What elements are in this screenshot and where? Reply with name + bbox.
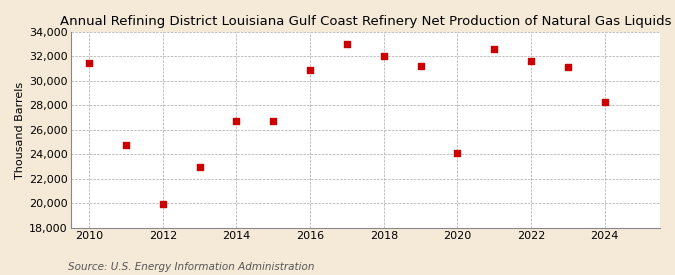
Y-axis label: Thousand Barrels: Thousand Barrels <box>15 81 25 178</box>
Point <box>562 65 573 70</box>
Point <box>342 42 352 46</box>
Point <box>194 164 205 169</box>
Point <box>452 150 463 155</box>
Title: Annual Refining District Louisiana Gulf Coast Refinery Net Production of Natural: Annual Refining District Louisiana Gulf … <box>59 15 671 28</box>
Point <box>121 142 132 147</box>
Point <box>157 202 168 206</box>
Point <box>415 64 426 68</box>
Point <box>268 119 279 123</box>
Text: Source: U.S. Energy Information Administration: Source: U.S. Energy Information Administ… <box>68 262 314 272</box>
Point <box>526 59 537 64</box>
Point <box>84 60 95 65</box>
Point <box>304 68 315 72</box>
Point <box>231 119 242 123</box>
Point <box>489 47 500 51</box>
Point <box>599 100 610 104</box>
Point <box>379 54 389 59</box>
